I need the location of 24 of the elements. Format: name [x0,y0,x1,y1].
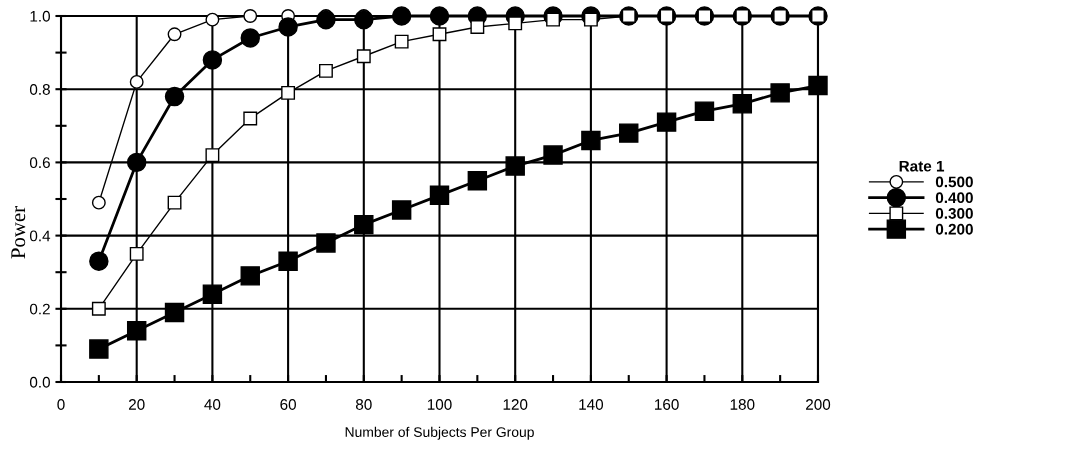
x-tick-label: 80 [355,399,372,410]
x-tick-label: 0 [57,399,65,410]
legend-label: 0.500 [935,176,973,188]
x-tick-label: 100 [427,399,452,410]
legend-label: 0.400 [935,192,973,204]
x-tick-label: 140 [579,399,604,410]
y-tick-label: 1.0 [30,10,50,22]
legend-label: 0.200 [935,223,973,235]
y-tick-label: 0.4 [29,230,51,242]
y-tick-label: 0.2 [29,303,50,315]
y-tick-label: 0.6 [29,157,50,169]
x-tick-label: 40 [204,399,221,410]
x-tick-label: 160 [655,399,679,410]
legend-label: 0.300 [935,208,973,219]
y-tick-label: 0.8 [29,84,50,95]
y-tick-label: 0.0 [29,376,50,388]
x-tick-label: 120 [503,399,528,410]
x-tick-label: 180 [730,399,755,410]
x-tick-label: 200 [806,399,831,410]
y-axis-title: Power [11,206,26,259]
x-axis-title: Number of Subjects Per Group [345,426,534,440]
x-tick-label: 20 [128,399,145,410]
x-tick-label: 60 [280,399,296,410]
legend-title: Rate 1 [899,160,945,172]
